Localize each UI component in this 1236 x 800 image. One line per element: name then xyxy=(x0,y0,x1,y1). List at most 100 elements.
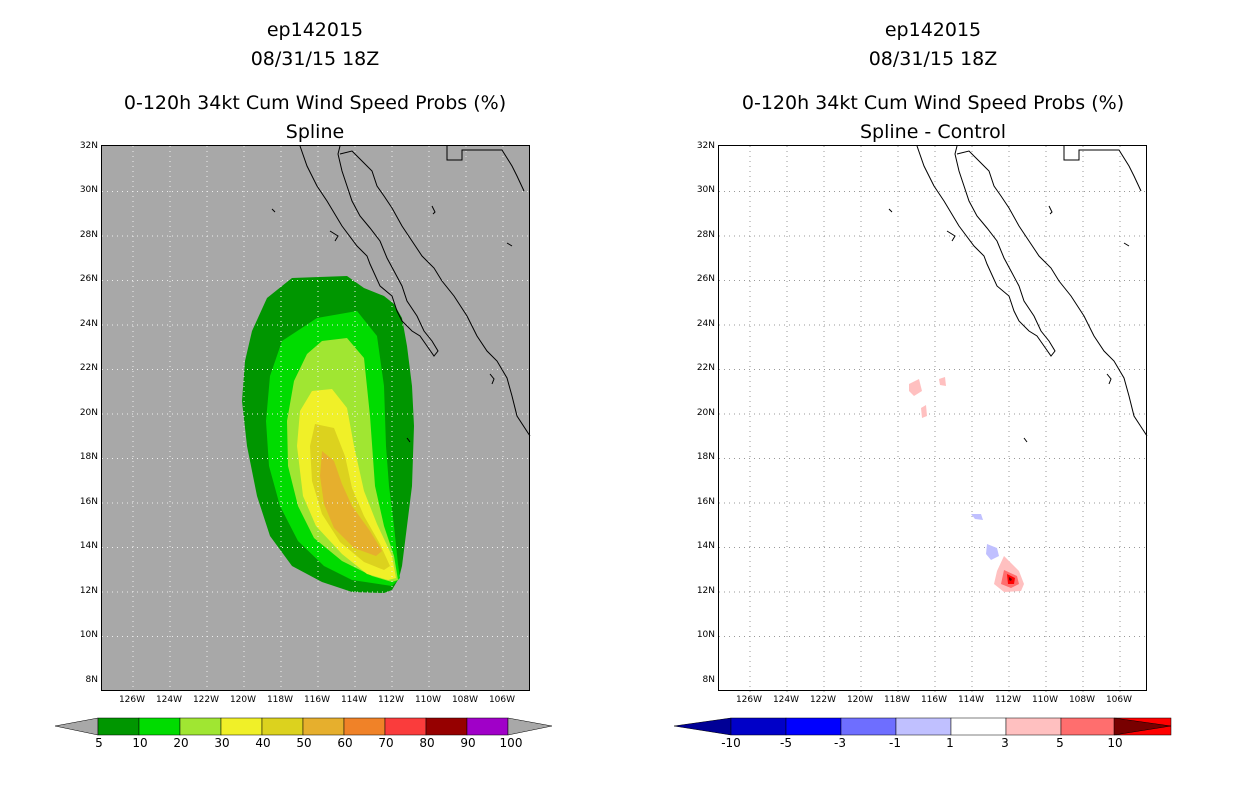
left-colorbar-label: 40 xyxy=(255,736,271,750)
left-lat-label: 18N xyxy=(79,452,98,462)
right-storm-id: ep142015 xyxy=(884,19,982,41)
left-product-title: 0-120h 34kt Cum Wind Speed Probs (%) xyxy=(123,92,507,114)
left-colorbar-high-arrow xyxy=(507,717,553,736)
right-lat-label: 16N xyxy=(696,497,715,507)
right-lat-label: 28N xyxy=(696,230,715,240)
right-subtitle: Spline - Control xyxy=(859,121,1007,143)
left-colorbar xyxy=(55,717,553,736)
left-colorbar-swatch-4 xyxy=(261,717,304,736)
left-lon-label: 112W xyxy=(377,695,405,705)
left-lon-label: 122W xyxy=(192,695,220,705)
right-lon-label: 112W xyxy=(994,695,1022,705)
right-colorbar-label: 5 xyxy=(1056,736,1064,750)
right-colorbar-swatch-1 xyxy=(785,717,842,736)
right-lat-label: 22N xyxy=(696,363,715,373)
left-colorbar-label: 30 xyxy=(214,736,230,750)
left-lat-label: 20N xyxy=(79,408,98,418)
right-lat-label: 10N xyxy=(696,630,715,640)
right-colorbar-label: -1 xyxy=(889,736,901,750)
left-colorbar-label: 90 xyxy=(460,736,476,750)
left-datetime: 08/31/15 18Z xyxy=(250,48,380,70)
left-colorbar-label: 60 xyxy=(337,736,353,750)
prob-contour-50 xyxy=(320,451,382,556)
left-lat-label: 22N xyxy=(79,363,98,373)
left-lon-label: 108W xyxy=(451,695,479,705)
left-lon-label: 124W xyxy=(155,695,183,705)
left-colorbar-low-arrow xyxy=(55,717,99,736)
right-colorbar-swatch-0 xyxy=(730,717,787,736)
left-colorbar-swatch-2 xyxy=(179,717,222,736)
diff-negative-1 xyxy=(971,514,983,520)
right-colorbar-label: 3 xyxy=(1001,736,1009,750)
right-lat-label: 20N xyxy=(696,408,715,418)
diff-negative-2 xyxy=(986,544,999,560)
right-difference-map xyxy=(718,145,1148,692)
left-lon-label: 110W xyxy=(414,695,442,705)
left-lon-label: 106W xyxy=(488,695,516,705)
left-lat-label: 26N xyxy=(79,274,98,284)
right-coastline xyxy=(888,146,1148,443)
left-lat-label: 24N xyxy=(79,319,98,329)
right-colorbar-label: -3 xyxy=(834,736,846,750)
right-graticule xyxy=(719,146,1148,692)
left-colorbar-label: 5 xyxy=(95,736,103,750)
left-colorbar-label: 80 xyxy=(419,736,435,750)
left-colorbar-label: 50 xyxy=(296,736,312,750)
left-lat-label: 12N xyxy=(79,586,98,596)
left-colorbar-swatch-1 xyxy=(138,717,181,736)
right-lon-label: 110W xyxy=(1031,695,1059,705)
right-lon-label: 116W xyxy=(920,695,948,705)
right-lat-label: 8N xyxy=(702,675,715,685)
right-lat-label: 14N xyxy=(696,541,715,551)
diff-positive-peak xyxy=(1009,577,1012,581)
left-colorbar-swatch-8 xyxy=(425,717,468,736)
left-colorbar-swatch-5 xyxy=(302,717,345,736)
left-lat-label: 8N xyxy=(85,675,98,685)
right-colorbar-label: 1 xyxy=(946,736,954,750)
right-lon-label: 124W xyxy=(772,695,800,705)
left-lat-label: 32N xyxy=(79,141,98,151)
left-colorbar-label: 10 xyxy=(132,736,148,750)
left-colorbar-swatch-3 xyxy=(220,717,263,736)
right-lon-label: 114W xyxy=(957,695,985,705)
right-lon-label: 122W xyxy=(809,695,837,705)
left-colorbar-swatch-6 xyxy=(343,717,386,736)
right-colorbar-label: -5 xyxy=(780,736,792,750)
right-colorbar-label: -10 xyxy=(721,736,741,750)
left-colorbar-label: 100 xyxy=(499,736,523,750)
right-lon-label: 118W xyxy=(883,695,911,705)
diff-positive-1 xyxy=(909,379,922,396)
right-colorbar-swatch-5 xyxy=(1005,717,1062,736)
left-colorbar-swatch-9 xyxy=(466,717,509,736)
right-colorbar-swatch-6 xyxy=(1060,717,1117,736)
left-colorbar-label: 20 xyxy=(173,736,189,750)
left-colorbar-label: 70 xyxy=(378,736,394,750)
left-lon-label: 120W xyxy=(229,695,257,705)
right-lat-label: 12N xyxy=(696,586,715,596)
left-storm-id: ep142015 xyxy=(266,19,364,41)
right-lon-label: 126W xyxy=(735,695,763,705)
diff-positive-3 xyxy=(921,405,927,418)
left-lat-label: 28N xyxy=(79,230,98,240)
left-probability-map xyxy=(101,145,531,692)
left-lon-label: 114W xyxy=(340,695,368,705)
right-colorbar-swatch-4 xyxy=(950,717,1007,736)
left-lat-label: 30N xyxy=(79,185,98,195)
right-colorbar-label: 10 xyxy=(1107,736,1123,750)
right-product-title: 0-120h 34kt Cum Wind Speed Probs (%) xyxy=(741,92,1125,114)
right-lon-label: 108W xyxy=(1068,695,1096,705)
right-lat-label: 32N xyxy=(696,141,715,151)
right-lat-label: 18N xyxy=(696,452,715,462)
right-colorbar-swatch-2 xyxy=(840,717,897,736)
left-lat-label: 10N xyxy=(79,630,98,640)
diff-positive-2 xyxy=(939,377,946,386)
left-lat-label: 16N xyxy=(79,497,98,507)
left-lon-label: 126W xyxy=(118,695,146,705)
right-colorbar-low-arrow xyxy=(674,717,732,736)
left-lon-label: 118W xyxy=(266,695,294,705)
left-colorbar-swatch-7 xyxy=(384,717,427,736)
left-coastline xyxy=(271,146,531,443)
left-lon-label: 116W xyxy=(303,695,331,705)
right-datetime: 08/31/15 18Z xyxy=(868,48,998,70)
right-colorbar-swatch-3 xyxy=(895,717,952,736)
